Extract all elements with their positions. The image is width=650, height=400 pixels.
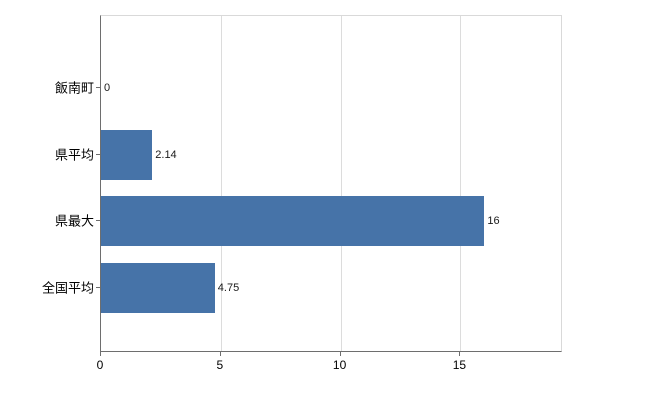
x-axis-tick xyxy=(459,351,461,356)
plot-area: 0 2.14 16 4.75 xyxy=(100,15,562,352)
bar-value-label: 4.75 xyxy=(217,282,240,294)
category-label: 全国平均 xyxy=(41,280,94,296)
bar-value-label: 0 xyxy=(104,82,111,94)
gridline xyxy=(460,16,462,351)
bar-value-label: 2.14 xyxy=(155,148,177,161)
category-tick xyxy=(96,287,100,288)
category-tick xyxy=(96,153,100,155)
category-tick xyxy=(96,220,100,222)
bar xyxy=(101,129,153,180)
x-axis-tick xyxy=(339,351,341,356)
gridline xyxy=(340,16,342,351)
bar-value-label: 16 xyxy=(487,215,500,228)
gridline xyxy=(220,16,222,351)
x-axis-tick xyxy=(100,351,101,356)
x-axis-tick xyxy=(219,351,221,356)
category-tick xyxy=(96,87,100,88)
category-label: 県最大 xyxy=(54,213,94,229)
x-axis-tick-label: 15 xyxy=(452,358,467,372)
bar xyxy=(101,263,215,313)
bar xyxy=(101,196,485,247)
x-axis-tick-label: 0 xyxy=(96,358,104,372)
x-axis-tick-label: 5 xyxy=(216,358,224,372)
x-axis-tick-label: 10 xyxy=(332,358,347,372)
category-label: 飯南町 xyxy=(54,80,94,96)
category-label: 県平均 xyxy=(54,147,94,163)
